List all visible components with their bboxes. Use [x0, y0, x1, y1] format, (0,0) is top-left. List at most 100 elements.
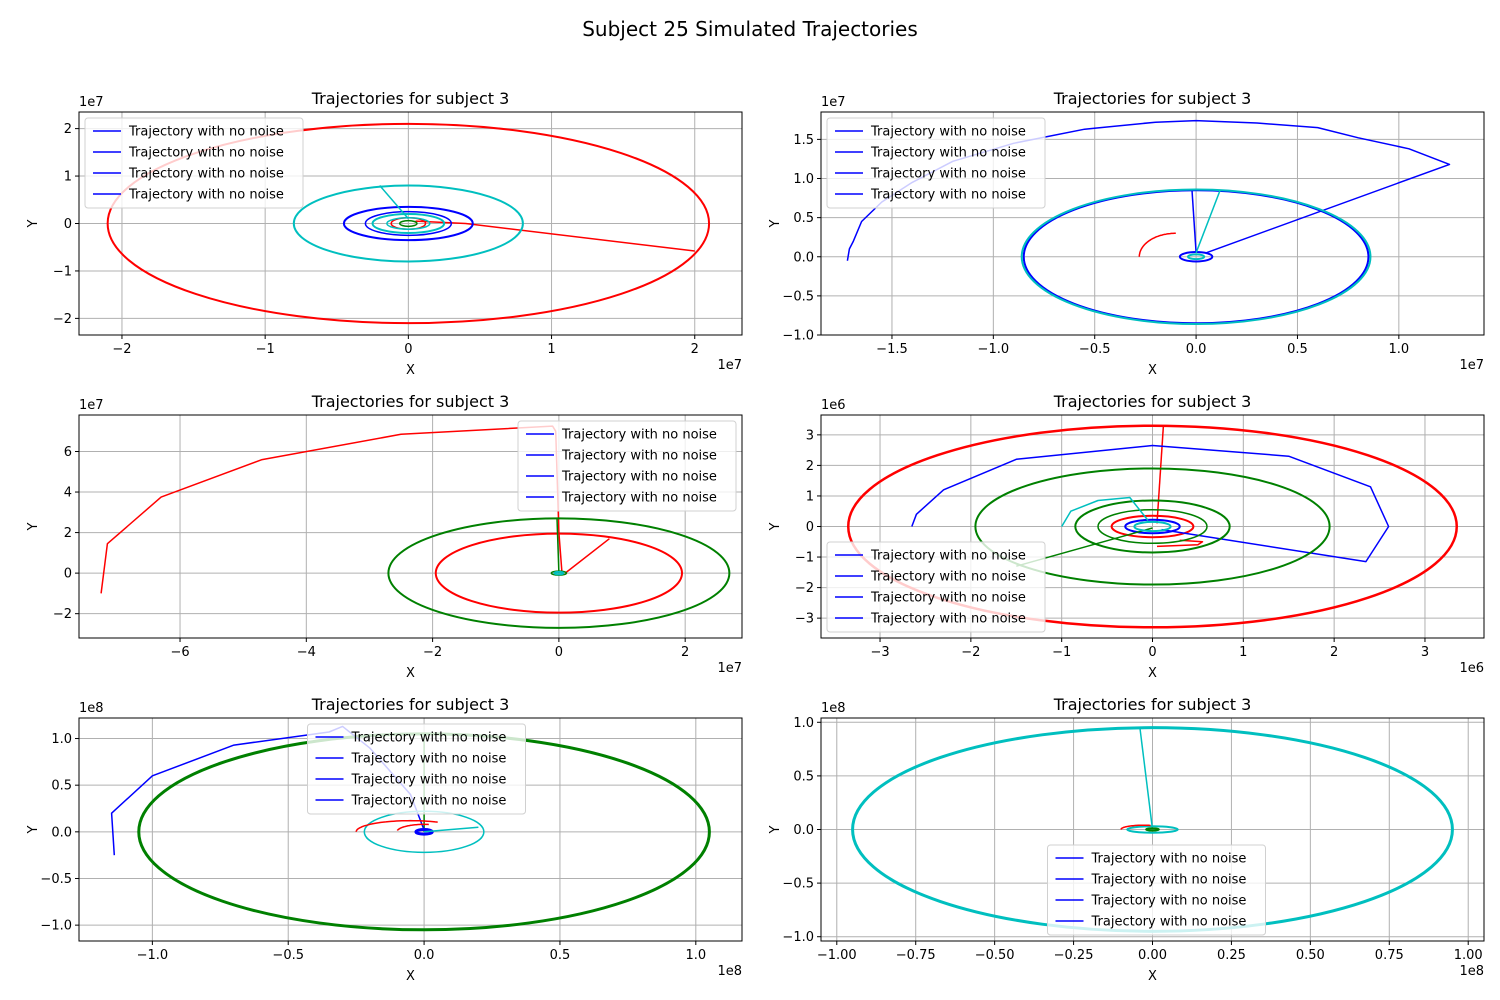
x-tick-label: −4: [297, 645, 316, 660]
subplot-6: −1.00 −0.75 −0.50 −0.25 0.00 0.25 0.50 0.75 1.00…: [768, 695, 1485, 984]
x-offset-text: 1e7: [717, 661, 742, 676]
subplot-5: −1.0 −0.5 0.0 0.5 1.0 −1.0 −0.5 0.0 0.5 1.0 1e8 1e8…: [26, 695, 743, 984]
legend-entry: Trajectory with no noise: [128, 188, 284, 203]
y-axis-label: Y: [26, 219, 41, 228]
figure-title: Subject 25 Simulated Trajectories: [582, 17, 918, 41]
y-tick-label: 1.0: [793, 172, 814, 187]
series-green-orbit-5: [974, 467, 1331, 586]
x-tick-label: −2: [112, 342, 131, 357]
x-tick-label: 1.00: [1454, 948, 1483, 963]
series-red-arc-5: [1138, 232, 1176, 257]
series-cyan-tail-3: [1195, 189, 1222, 254]
y-axis-label: Y: [26, 522, 41, 531]
x-axis-label: X: [406, 969, 415, 984]
y-tick-label: 0: [64, 217, 72, 232]
legend-box: [517, 420, 737, 512]
y-axis-label: Y: [768, 825, 783, 834]
series-group: [846, 424, 1459, 629]
y-offset-text: 1e8: [821, 701, 846, 716]
legend-entry: Trajectory with no noise: [870, 591, 1026, 606]
y-tick-label: −2: [795, 581, 814, 596]
legend-entry: Trajectory with no noise: [870, 612, 1026, 627]
x-offset-text: 1e6: [1459, 661, 1484, 676]
x-offset-text: 1e7: [1459, 358, 1484, 373]
legend-entry: Trajectory with no noise: [1091, 852, 1247, 867]
subplot-title: Trajectories for subject 3: [311, 392, 510, 411]
subplot-title: Trajectories for subject 3: [1053, 392, 1252, 411]
legend-entry: Trajectory with no noise: [351, 773, 507, 788]
legend-entry: Trajectory with no noise: [351, 731, 507, 746]
legend-entry: Trajectory with no noise: [870, 167, 1026, 182]
x-tick-label: −2: [961, 645, 980, 660]
legend-entry: Trajectory with no noise: [1091, 873, 1247, 888]
y-tick-label: 2: [64, 122, 72, 137]
series-red-tail-0: [415, 220, 695, 252]
legend: Trajectory with no noise Trajectory with …: [307, 723, 526, 815]
legend-entry: Trajectory with no noise: [870, 125, 1026, 140]
series-cyan-orbit-4: [553, 570, 565, 576]
y-tick-label: 2: [806, 459, 814, 474]
legend-entry: Trajectory with no noise: [128, 146, 284, 161]
legend-entry: Trajectory with no noise: [561, 428, 717, 443]
axes-frame: [820, 111, 1485, 336]
series-green-orbit-2: [387, 517, 731, 629]
y-tick-label: −3: [795, 612, 814, 627]
x-tick-label: 0.75: [1375, 948, 1404, 963]
y-tick-label: 1.0: [793, 716, 814, 731]
legend: Trajectory with no noise Trajectory with …: [84, 117, 304, 209]
legend-entry: Trajectory with no noise: [561, 449, 717, 464]
x-tick-label: −0.25: [1054, 948, 1094, 963]
x-tick-label: 3: [1421, 645, 1429, 660]
series-cyan-path-8: [1061, 496, 1149, 527]
y-tick-label: 2: [64, 526, 72, 541]
x-tick-label: −0.75: [896, 948, 936, 963]
series-red-tail-1: [564, 538, 610, 574]
subplot-title: Trajectories for subject 3: [1053, 695, 1252, 714]
legend-entry: Trajectory with no noise: [561, 491, 717, 506]
y-tick-label: −1: [53, 264, 72, 279]
x-tick-label: −1: [1052, 645, 1071, 660]
series-red-orbit-1: [434, 532, 684, 614]
y-tick-label: 1.5: [793, 133, 814, 148]
y-tick-label: −1.0: [782, 930, 814, 945]
series-cyan-orbit-4: [1186, 253, 1206, 261]
y-axis-label: Y: [26, 825, 41, 834]
grid: [79, 112, 742, 335]
axes-frame: [78, 717, 743, 942]
legend-entry: Trajectory with no noise: [351, 794, 507, 809]
x-tick-label: 0: [1148, 645, 1156, 660]
y-tick-label: 0.0: [793, 823, 814, 838]
y-tick-label: 0.5: [793, 769, 814, 784]
x-tick-label: 0: [404, 342, 412, 357]
y-tick-label: 0: [64, 567, 72, 582]
grid: [79, 415, 742, 638]
y-tick-label: −0.5: [782, 289, 814, 304]
x-tick-label: −1.00: [817, 948, 857, 963]
legend: Trajectory with no noise Trajectory with …: [517, 420, 737, 512]
x-tick-label: 1: [547, 342, 555, 357]
x-tick-label: −1: [256, 342, 275, 357]
x-tick-label: 0.5: [1287, 342, 1308, 357]
x-axis-label: X: [1148, 666, 1157, 681]
legend-box: [84, 117, 304, 209]
y-offset-text: 1e7: [79, 95, 104, 110]
x-offset-text: 1e8: [717, 964, 742, 979]
y-tick-label: 3: [806, 428, 814, 443]
x-axis-label: X: [1148, 969, 1157, 984]
legend-entry: Trajectory with no noise: [1091, 915, 1247, 930]
y-offset-text: 1e8: [79, 701, 104, 716]
x-tick-label: 1.0: [1389, 342, 1410, 357]
series-red-arc-4: [355, 819, 438, 832]
x-tick-label: 0.50: [1296, 948, 1325, 963]
series-red-arc-5: [396, 823, 429, 831]
legend-box: [826, 117, 1046, 209]
x-tick-label: 2: [691, 342, 699, 357]
series-red-arc-2: [1120, 824, 1151, 831]
series-group: [106, 122, 711, 325]
legend-entry: Trajectory with no noise: [351, 752, 507, 767]
x-tick-label: 0.5: [550, 948, 571, 963]
legend-entry: Trajectory with no noise: [128, 125, 284, 140]
series-cyan-orbit-1: [1126, 825, 1179, 834]
x-tick-label: 2: [1330, 645, 1338, 660]
legend-entry: Trajectory with no noise: [870, 188, 1026, 203]
